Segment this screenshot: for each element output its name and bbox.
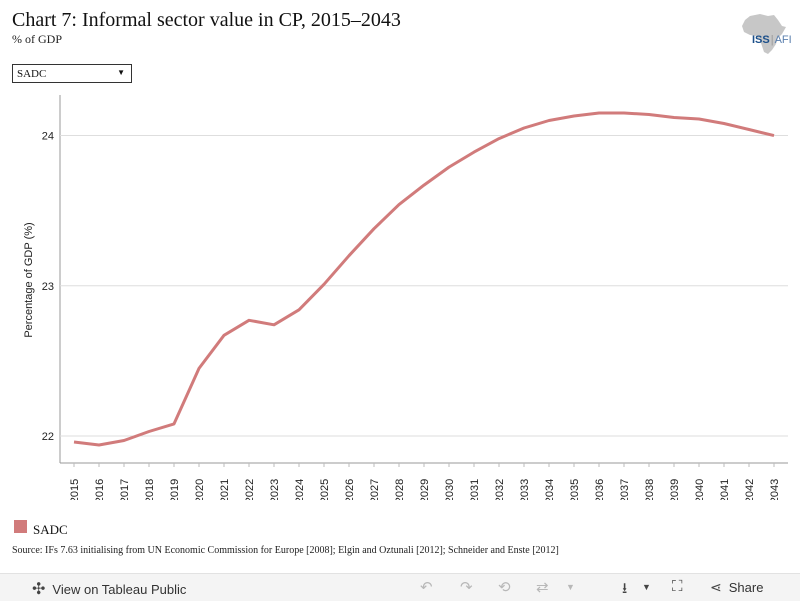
fullscreen-icon[interactable]: ⛶ [672,578,683,595]
download-dropdown-icon[interactable]: ▼ [642,582,651,592]
logo-separator: | [770,34,774,46]
logo-afi-text: AFI [774,34,792,46]
chart-title: Chart 7: Informal sector value in CP, 20… [12,9,401,31]
refresh-icon[interactable]: ⇄ [536,579,549,596]
x-tick-label: 2015 [69,479,81,500]
view-on-tableau-public-label: View on Tableau Public [52,581,187,597]
x-tick-label: 2034 [544,479,556,500]
dropdown-arrow-icon: ▼ [117,68,125,77]
x-tick-label: 2028 [394,479,406,500]
y-tick-label: 22 [42,431,54,443]
series-line-sadc[interactable] [73,111,775,447]
region-filter-dropdown[interactable]: SADC ▼ [12,64,132,83]
x-tick-label: 2031 [469,479,481,500]
x-tick-label: 2032 [494,479,506,500]
x-tick-label: 2040 [694,479,706,500]
x-tick-label: 2020 [194,479,206,500]
region-filter-value: SADC [17,68,47,80]
tableau-toolbar: ✣ View on Tableau Public ↶ ↷ ⟲ ⇄ ▼ ⭳ ▼ ⛶… [0,573,800,601]
refresh-dropdown-icon[interactable]: ▼ [566,582,575,592]
x-tick-label: 2018 [144,479,156,500]
x-tick-label: 2030 [444,479,456,500]
x-tick-label: 2039 [669,479,681,500]
x-tick-label: 2038 [644,479,656,500]
y-tick-label: 24 [42,131,54,143]
x-tick-label: 2036 [594,479,606,500]
x-tick-label: 2026 [344,479,356,500]
source-note: Source: IFs 7.63 initialising from UN Ec… [12,545,559,556]
x-tick-label: 2033 [519,479,531,500]
undo-icon[interactable]: ↶ [420,579,433,596]
share-icon: ⋖ [710,579,722,595]
x-tick-label: 2041 [719,479,731,500]
y-axis-title: Percentage of GDP (%) [23,222,35,337]
x-tick-label: 2029 [419,479,431,500]
x-tick-label: 2023 [269,479,281,500]
x-tick-label: 2024 [294,479,306,500]
x-tick-label: 2042 [744,479,756,500]
x-tick-label: 2021 [219,479,231,500]
view-on-tableau-public-link[interactable]: ✣ View on Tableau Public [32,579,186,599]
x-tick-label: 2016 [94,479,106,500]
x-tick-label: 2017 [119,479,131,500]
x-tick-label: 2019 [169,479,181,500]
y-tick-label: 23 [42,281,54,293]
download-icon[interactable]: ⭳ [622,580,628,597]
chart-subtitle: % of GDP [12,32,62,46]
x-tick-label: 2022 [244,479,256,500]
revert-icon[interactable]: ⟲ [498,579,511,596]
legend-label-sadc: SADC [33,522,68,537]
redo-icon[interactable]: ↷ [460,579,473,596]
logo-iss-text: ISS [752,34,770,46]
x-tick-label: 2037 [619,479,631,500]
legend-swatch [14,519,27,533]
x-tick-label: 2027 [369,479,381,500]
africa-map-logo-icon [742,14,786,54]
x-tick-label: 2035 [569,479,581,500]
x-tick-label: 2025 [319,479,331,500]
share-label: Share [728,580,764,595]
chart-legend: SADC [14,512,68,538]
iss-afi-logo-text: ISS|AFI [752,34,792,46]
share-button[interactable]: ⋖ Share [710,579,763,596]
tableau-logo-icon: ✣ [32,581,46,598]
x-tick-label: 2043 [769,479,781,500]
line-chart: 22 23 24 2015 2016 2017 2018 2019 2020 2021 2022 2… [23,95,788,500]
